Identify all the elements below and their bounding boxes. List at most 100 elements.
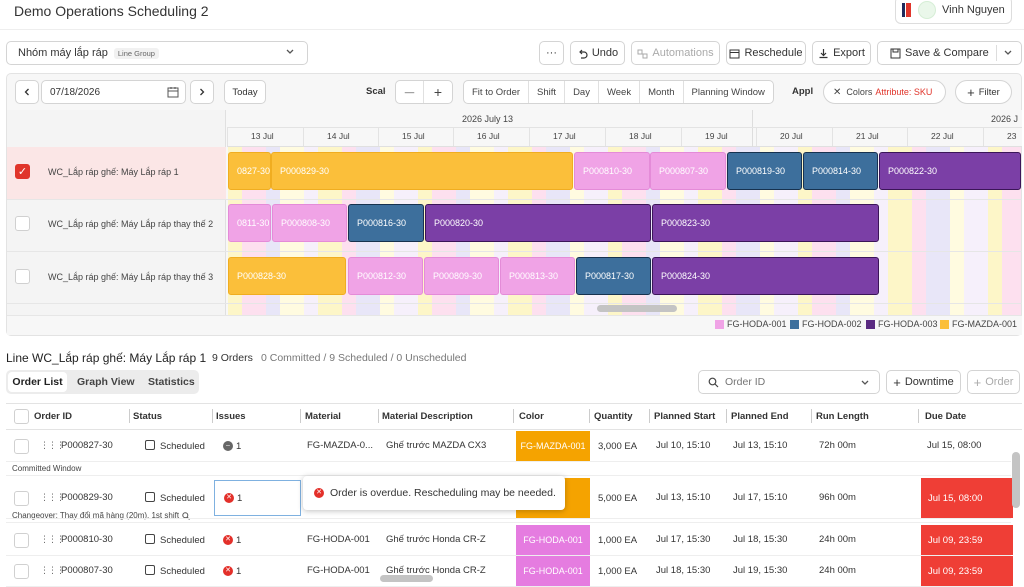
gantt-scrollbar-thumb[interactable] [597,305,677,312]
order-bar[interactable]: P000814-30 [803,152,878,190]
column-resize-handle[interactable] [378,409,379,423]
order-bar[interactable]: P000816-30 [348,204,424,242]
shift-button[interactable]: Shift [529,81,566,103]
order-bar[interactable]: P000829-30 [271,152,573,190]
order-id[interactable]: P000827-30 [61,440,113,451]
order-id[interactable]: P000810-30 [61,534,113,545]
column-header[interactable]: Color [519,411,544,422]
column-header[interactable]: Quantity [594,411,633,422]
column-resize-handle[interactable] [129,409,130,423]
today-button[interactable]: Today [224,80,266,104]
quantity-cell: 1,000 EA [598,566,638,577]
row-checkbox[interactable] [14,439,29,454]
zoom-out-button[interactable]: — [396,81,424,103]
reschedule-button[interactable]: Reschedule [726,41,806,65]
row-checkbox[interactable] [14,533,29,548]
column-resize-handle[interactable] [513,409,514,423]
issues-cell[interactable]: ✕ 1 [214,480,301,516]
order-bar[interactable]: 0811-30 [228,204,271,242]
filter-button[interactable]: + Filter [955,80,1012,104]
save-compare-button[interactable]: Save & Compare [877,41,1022,65]
add-order-button[interactable]: + Order [967,370,1020,394]
color-attribute-chip[interactable]: ✕ Colors Attribute: SKU [823,80,946,104]
order-id[interactable]: P000829-30 [61,492,113,503]
order-bar[interactable]: P000808-30 [272,204,347,242]
planning-window-button[interactable]: Planning Window [691,86,765,98]
tab-order-list[interactable]: Order List [8,372,67,392]
column-header[interactable]: Order ID [34,411,73,422]
row-checkbox[interactable]: ✓ [15,164,30,179]
column-header[interactable]: Material [305,411,341,422]
column-resize-handle[interactable] [811,409,812,423]
column-header[interactable]: Planned Start [654,411,716,422]
next-date-button[interactable] [190,80,214,104]
order-bar[interactable]: P000820-30 [425,204,651,242]
order-search-select[interactable] [698,370,880,394]
drag-handle-icon[interactable]: ⋮⋮⋮ [40,492,65,502]
downtime-button[interactable]: + Downtime [886,370,961,394]
order-bar[interactable]: P000817-30 [576,257,651,295]
order-bar[interactable]: P000810-30 [574,152,650,190]
order-bar[interactable]: P000824-30 [652,257,879,295]
table-row[interactable] [6,430,1011,462]
column-resize-handle[interactable] [649,409,650,423]
select-all-checkbox[interactable] [14,409,29,424]
column-resize-handle[interactable] [300,409,301,423]
order-bar[interactable]: P000812-30 [348,257,423,295]
fit-to-order-button[interactable]: Fit to Order [464,81,530,103]
zoom-in-button[interactable]: + [433,84,443,100]
drag-handle-icon[interactable]: ⋮⋮⋮ [40,440,65,450]
column-header[interactable]: Run Length [816,411,869,422]
order-bar[interactable]: P000809-30 [424,257,499,295]
tab-graph-view[interactable]: Graph View [77,376,135,388]
row-checkbox[interactable] [15,216,30,231]
table-row[interactable] [6,524,1011,556]
column-resize-handle[interactable] [918,409,919,423]
month-button[interactable]: Month [640,81,684,103]
table-row[interactable] [6,477,1011,519]
automations-button[interactable]: Automations [631,41,720,65]
issues-cell[interactable]: ✕ 1 [214,527,301,553]
column-header[interactable]: Issues [216,411,246,422]
row-checkbox[interactable] [14,491,29,506]
close-icon[interactable]: ✕ [833,86,842,98]
order-bar[interactable]: P000828-30 [228,257,346,295]
column-header[interactable]: Due Date [925,411,967,422]
table-vertical-scrollbar[interactable] [1012,452,1020,508]
user-menu[interactable]: Vinh Nguyen [895,0,1012,24]
calendar-icon[interactable] [167,86,179,98]
prev-date-button[interactable] [15,80,39,104]
order-bar[interactable]: P000823-30 [652,204,879,242]
order-search-input[interactable] [725,376,845,388]
column-resize-handle[interactable] [212,409,213,423]
row-checkbox[interactable] [14,564,29,579]
column-header[interactable]: Planned End [731,411,789,422]
more-button[interactable]: ··· [539,41,564,65]
info-icon: – [223,441,233,451]
date-input[interactable]: 07/18/2026 [41,80,186,104]
order-id[interactable]: P000807-30 [61,565,113,576]
line-group-select[interactable]: Nhóm máy lắp ráp Line Group [6,41,308,65]
order-bar[interactable]: P000822-30 [879,152,1021,190]
drag-handle-icon[interactable]: ⋮⋮⋮ [40,534,65,544]
column-header[interactable]: Status [133,411,163,422]
order-bar[interactable]: P000807-30 [650,152,726,190]
day-button[interactable]: Day [565,81,599,103]
drag-handle-icon[interactable]: ⋮⋮⋮ [40,565,65,575]
order-bar[interactable]: 0827-30 [228,152,271,190]
row-checkbox[interactable] [15,269,30,284]
issues-cell[interactable]: –1 [214,433,301,459]
week-button[interactable]: Week [599,81,641,103]
column-resize-handle[interactable] [589,409,590,423]
chevron-down-icon[interactable] [1003,48,1013,61]
tab-statistics[interactable]: Statistics [148,376,195,388]
issues-cell[interactable]: ✕ 1 [214,558,301,584]
column-resize-handle[interactable] [726,409,727,423]
order-bar[interactable]: P000813-30 [500,257,575,295]
table-horizontal-scrollbar[interactable] [380,575,433,582]
chevron-down-icon [861,380,869,385]
export-button[interactable]: Export [812,41,871,65]
order-bar[interactable]: P000819-30 [727,152,802,190]
column-header[interactable]: Material Description [382,411,473,422]
undo-button[interactable]: Undo [570,41,625,65]
